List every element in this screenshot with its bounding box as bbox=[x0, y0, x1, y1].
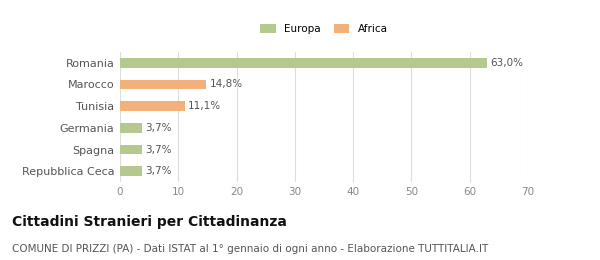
Text: 3,7%: 3,7% bbox=[145, 123, 172, 133]
Legend: Europa, Africa: Europa, Africa bbox=[257, 21, 391, 37]
Text: 3,7%: 3,7% bbox=[145, 145, 172, 154]
Text: 3,7%: 3,7% bbox=[145, 166, 172, 176]
Bar bbox=[120, 80, 206, 89]
Text: 63,0%: 63,0% bbox=[491, 58, 524, 68]
Bar bbox=[120, 123, 142, 133]
Bar bbox=[120, 101, 185, 111]
Text: Cittadini Stranieri per Cittadinanza: Cittadini Stranieri per Cittadinanza bbox=[12, 215, 287, 229]
Bar bbox=[120, 166, 142, 176]
Text: 14,8%: 14,8% bbox=[210, 80, 243, 89]
Bar bbox=[120, 58, 487, 68]
Text: COMUNE DI PRIZZI (PA) - Dati ISTAT al 1° gennaio di ogni anno - Elaborazione TUT: COMUNE DI PRIZZI (PA) - Dati ISTAT al 1°… bbox=[12, 244, 488, 254]
Text: 11,1%: 11,1% bbox=[188, 101, 221, 111]
Bar bbox=[120, 145, 142, 154]
